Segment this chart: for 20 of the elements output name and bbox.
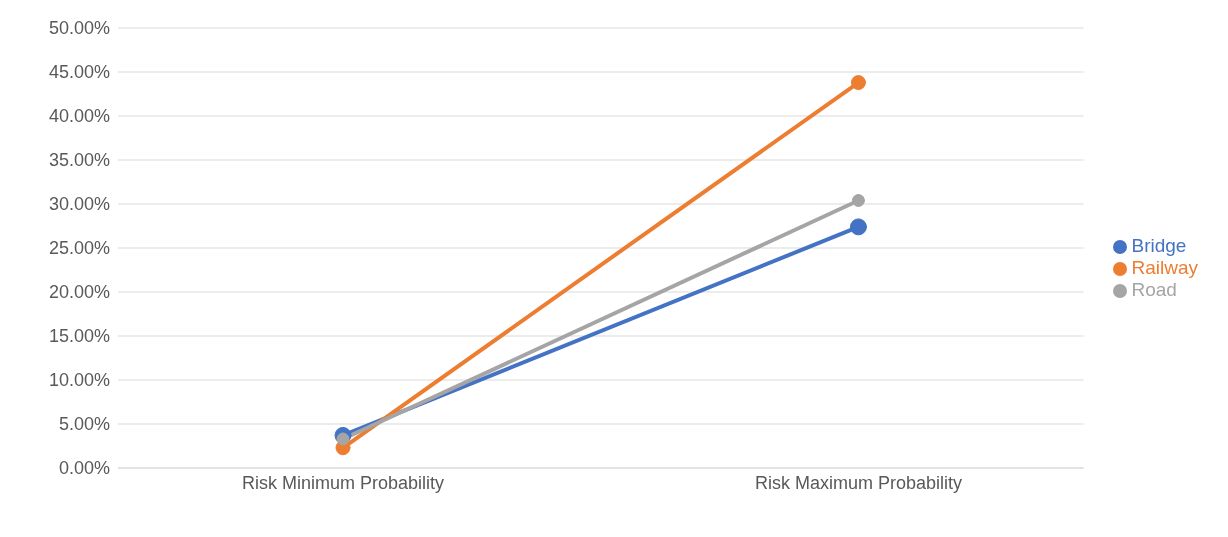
point: [851, 193, 865, 207]
point: [849, 218, 867, 236]
y-tick-label: 0.00%: [58, 458, 110, 479]
y-tick-label: 20.00%: [48, 282, 110, 303]
y-tick-label: 40.00%: [48, 106, 110, 127]
y-tick-label: 25.00%: [48, 238, 110, 259]
point: [336, 432, 350, 446]
legend-label: Bridge: [1131, 235, 1187, 256]
y-tick-label: 45.00%: [48, 62, 110, 83]
legend-label: Road: [1131, 279, 1177, 300]
y-tick-label: 15.00%: [48, 326, 110, 347]
y-tick-label: 35.00%: [48, 150, 110, 171]
y-tick-label: 10.00%: [48, 370, 110, 391]
x-tick-label: Risk Minimum Probability: [241, 472, 445, 493]
y-tick-label: 30.00%: [48, 194, 110, 215]
y-tick-label: 50.00%: [48, 18, 110, 39]
x-tick-label: Risk Maximum Probability: [754, 472, 962, 493]
legend-label: Railway: [1131, 257, 1198, 278]
point: [850, 75, 866, 91]
y-tick-label: 5.00%: [58, 414, 110, 435]
